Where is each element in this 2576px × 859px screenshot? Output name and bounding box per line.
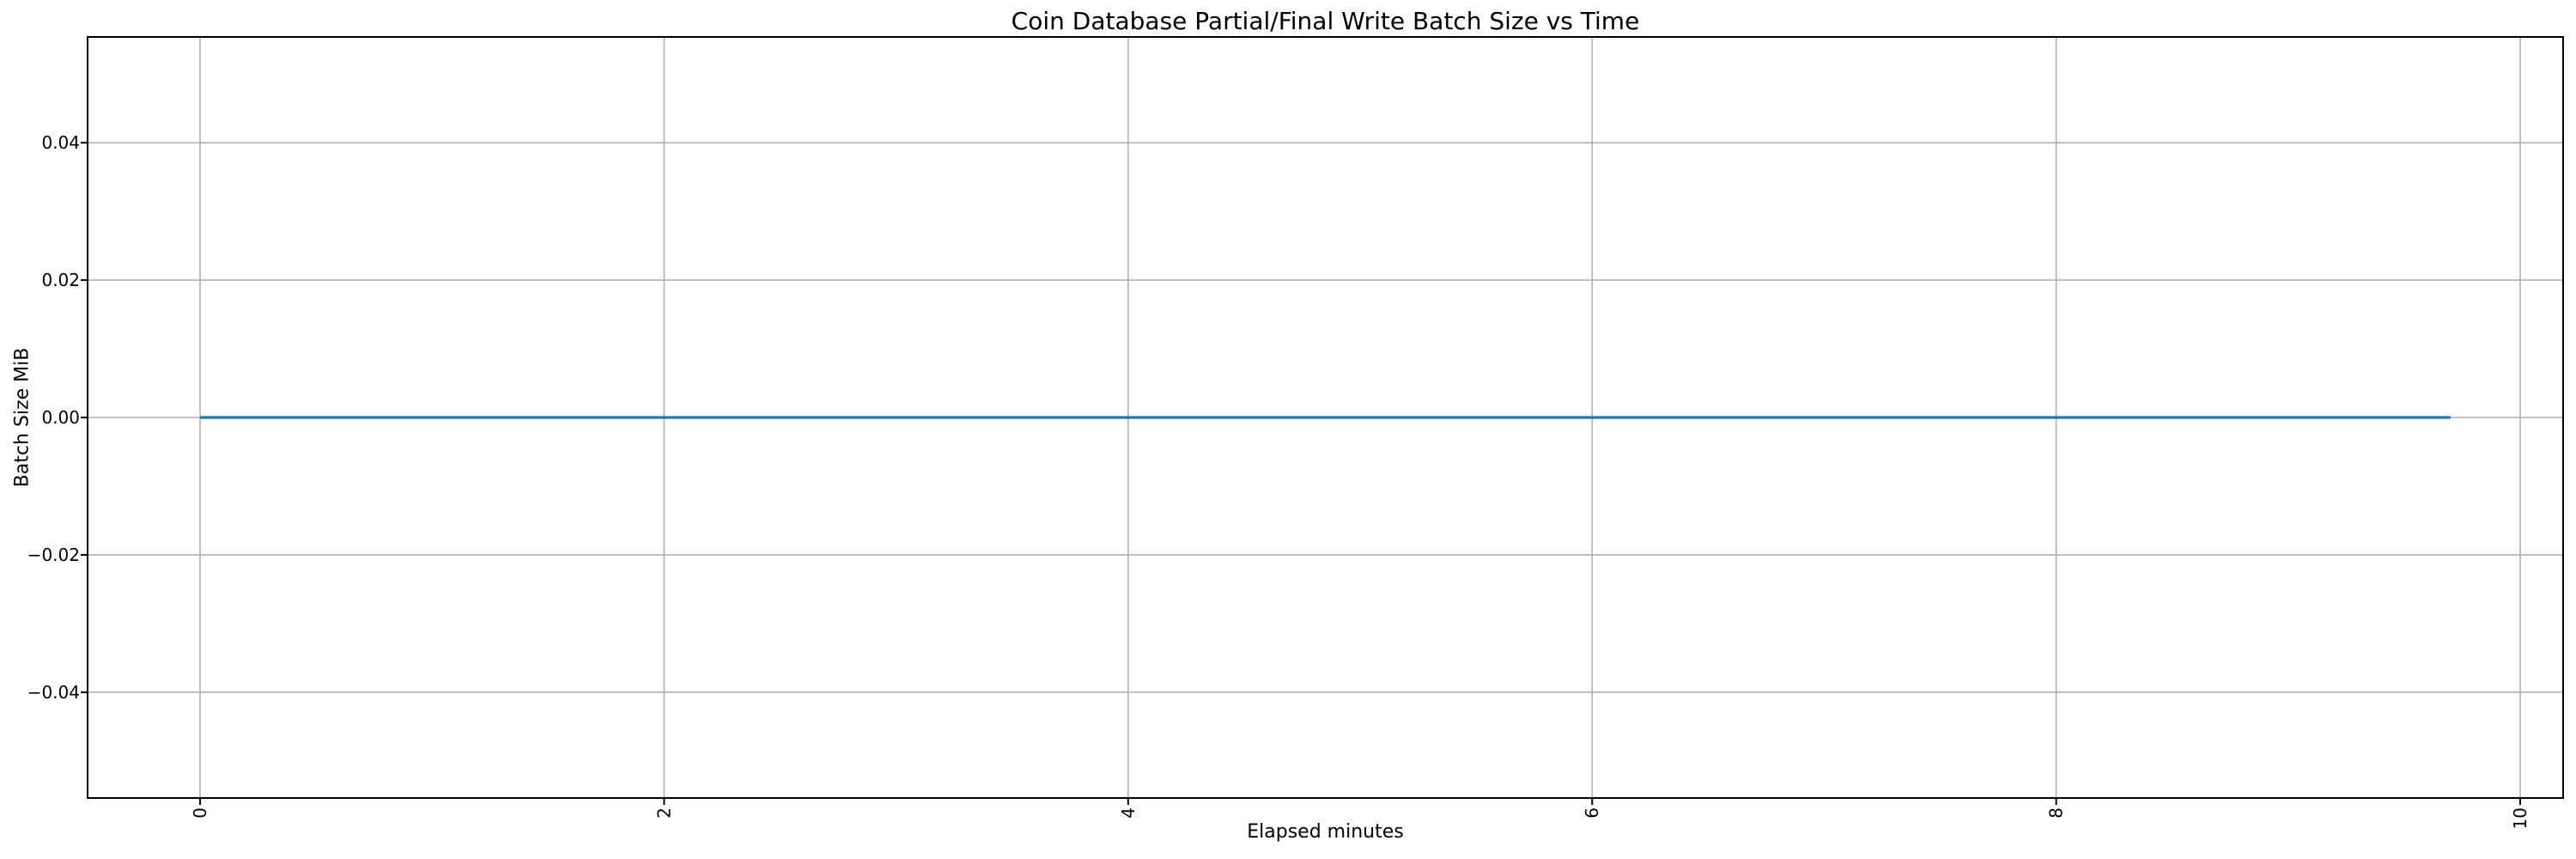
x-axis-label: Elapsed minutes xyxy=(1247,821,1404,843)
y-tick-label: −0.02 xyxy=(27,545,80,565)
y-tick-label: 0.04 xyxy=(41,132,80,153)
x-tick-label: 2 xyxy=(653,807,674,819)
x-tick-label: 4 xyxy=(1118,807,1139,819)
y-tick-label: 0.00 xyxy=(41,407,80,428)
x-tick-label: 6 xyxy=(1582,807,1602,819)
y-axis-label: Batch Size MiB xyxy=(11,347,33,488)
x-tick-label: 0 xyxy=(190,807,210,819)
x-tick-label: 10 xyxy=(2510,807,2530,829)
x-tick-label: 8 xyxy=(2046,807,2067,819)
chart-title: Coin Database Partial/Final Write Batch … xyxy=(1011,7,1640,35)
y-tick-label: 0.02 xyxy=(41,270,80,290)
y-tick-label: −0.04 xyxy=(27,682,80,703)
